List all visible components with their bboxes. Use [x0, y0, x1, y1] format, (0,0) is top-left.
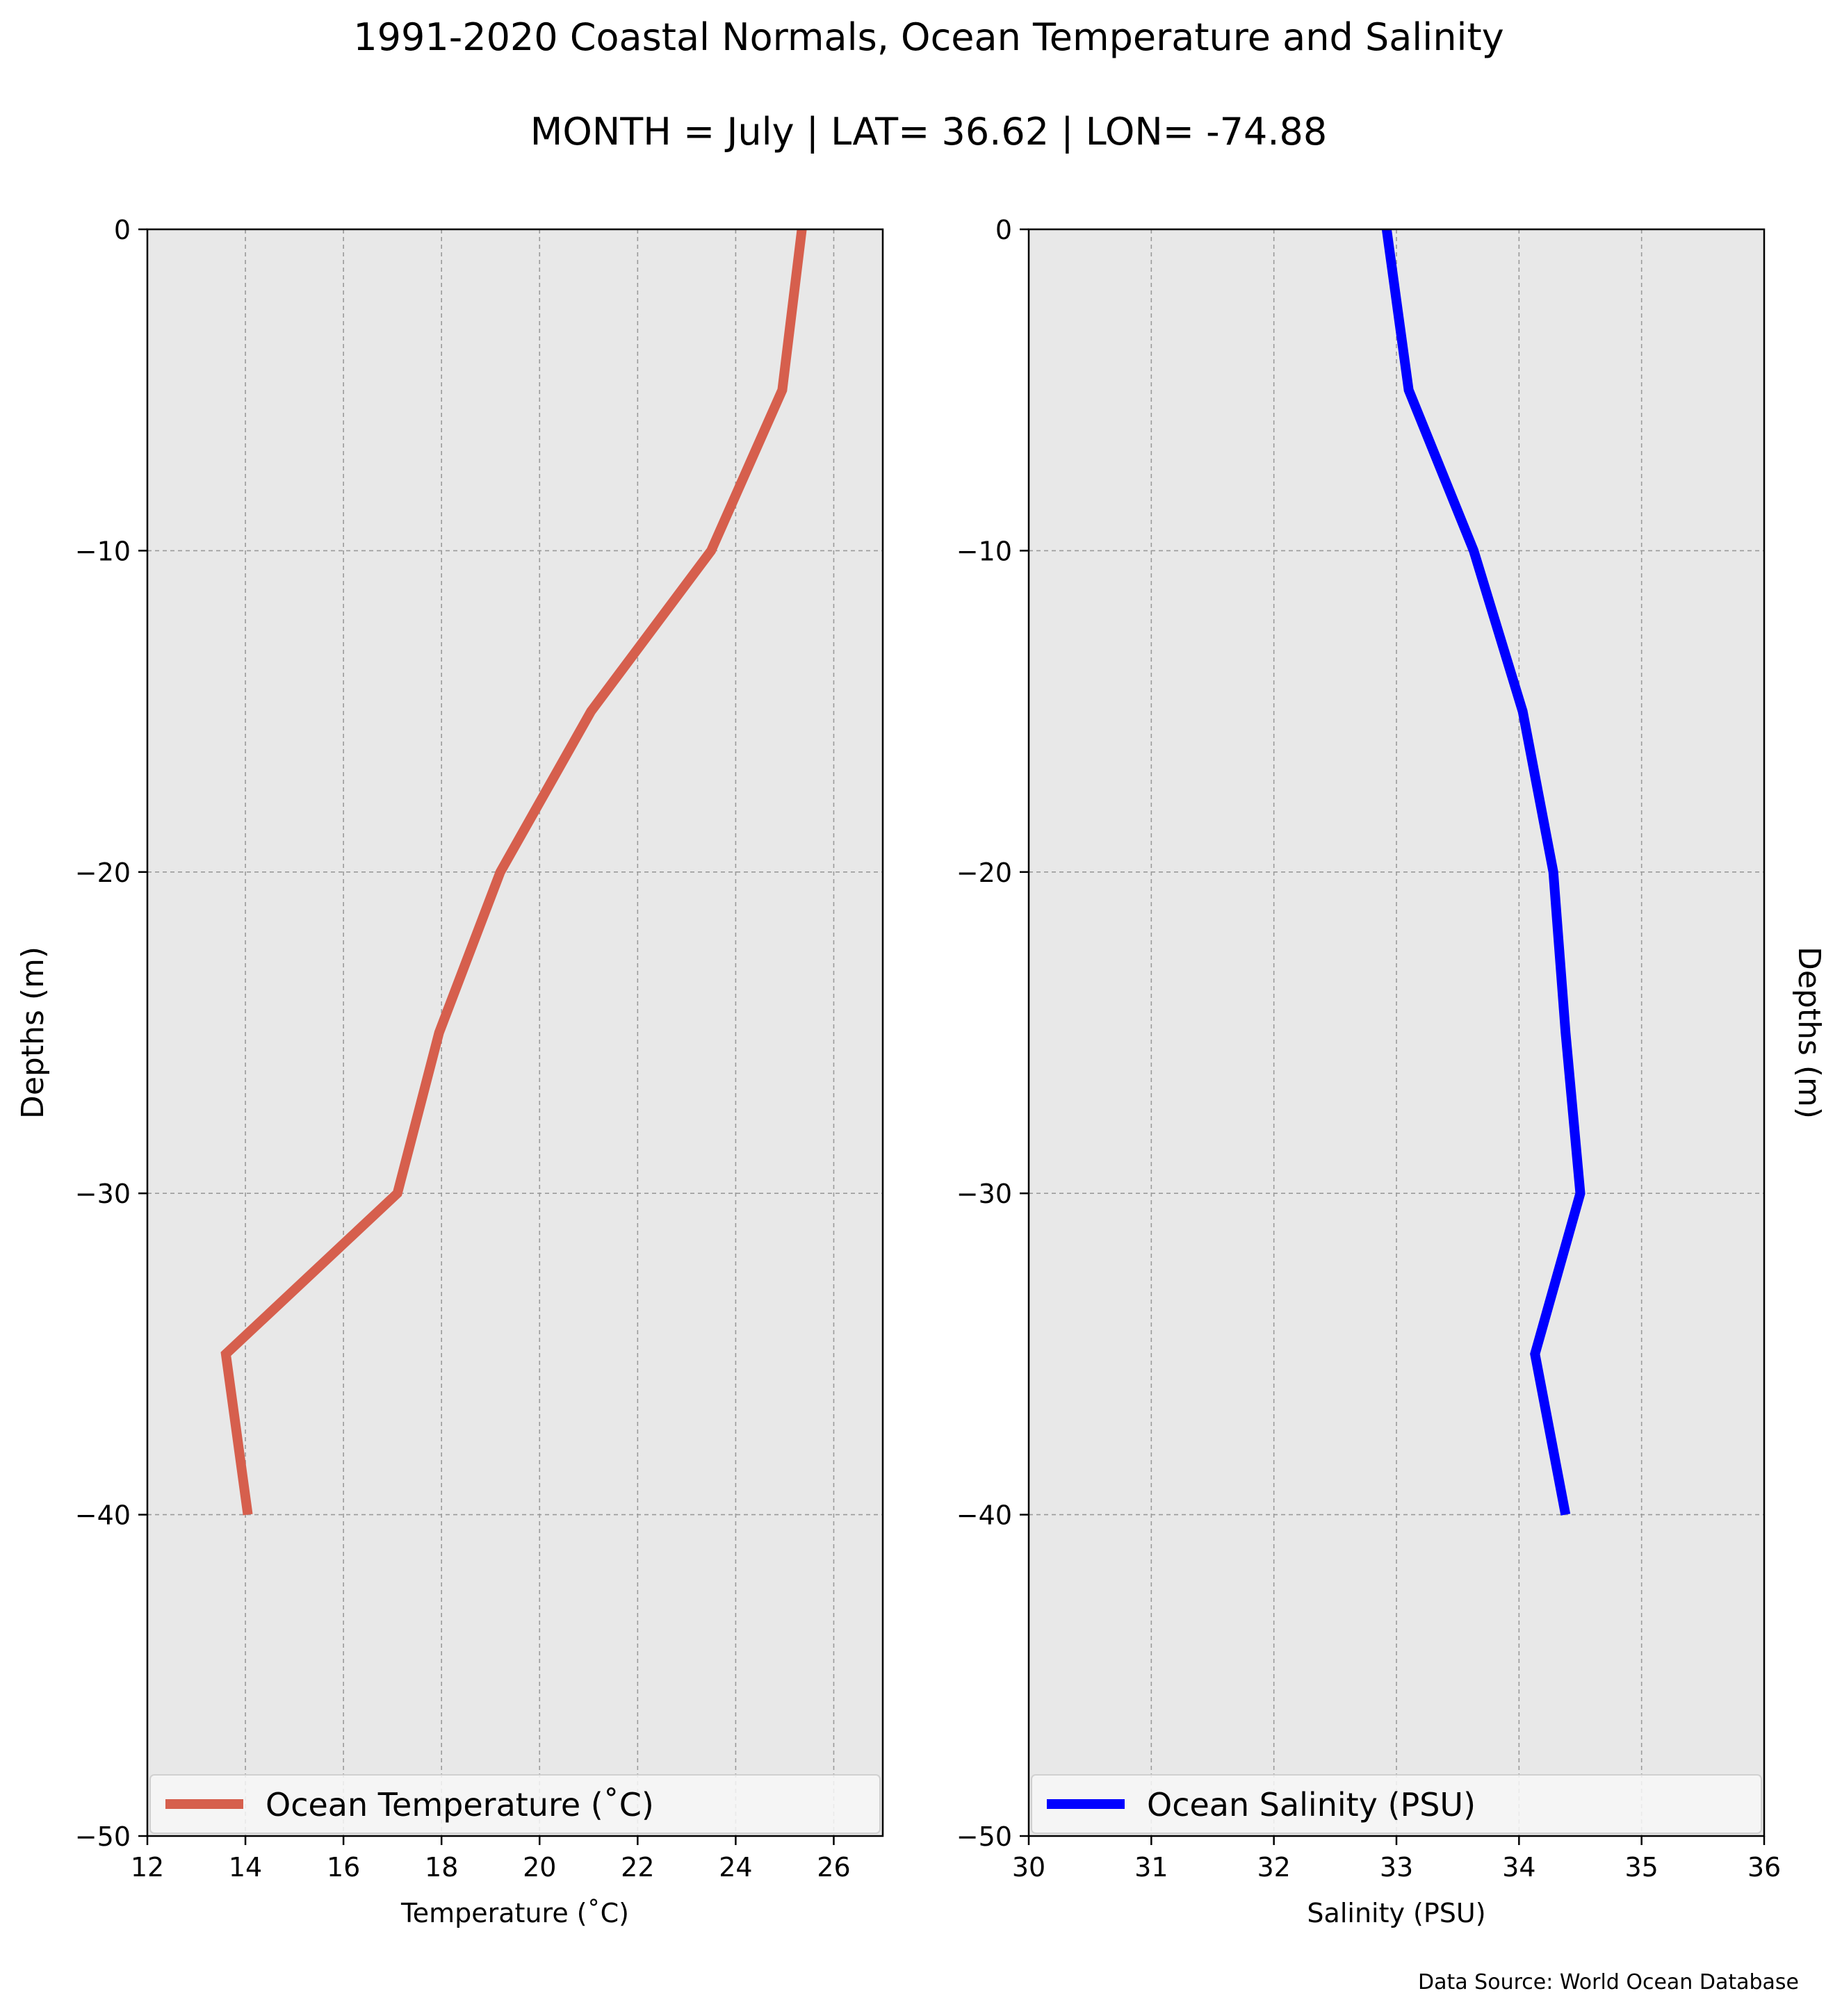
x-tick-label: 14: [229, 1852, 262, 1883]
x-tick-label: 18: [425, 1852, 458, 1883]
y-tick-label: −50: [956, 1821, 1012, 1852]
x-axis-label: Temperature (˚C): [400, 1898, 629, 1928]
series-line: [1381, 229, 1586, 1516]
x-tick-label: 26: [817, 1852, 850, 1883]
y-tick-label: −40: [956, 1500, 1012, 1531]
y-tick-label: −50: [75, 1821, 131, 1852]
y-axis-label: Depths (m): [1791, 946, 1827, 1119]
x-tick-label: 16: [327, 1852, 360, 1883]
y-tick-label: −30: [75, 1179, 131, 1209]
x-tick-label: 24: [719, 1852, 752, 1883]
x-axis-label: Salinity (PSU): [1307, 1898, 1485, 1928]
plot-area: [147, 229, 883, 1836]
x-tick-label: 31: [1134, 1852, 1168, 1883]
legend-box: [1031, 1774, 1762, 1834]
y-tick-label: −30: [956, 1179, 1012, 1209]
x-tick-label: 32: [1257, 1852, 1290, 1883]
x-tick-label: 30: [1012, 1852, 1045, 1883]
legend-box: [149, 1774, 881, 1834]
source-note: Data Source: World Ocean Database: [1418, 1970, 1799, 1994]
salinity-panel: Ocean Salinity (PSU) 30 31 32 33 34 35 36 0 −10 −2…: [956, 215, 1827, 1928]
y-tick-label: 0: [995, 215, 1012, 245]
x-tick-label: 12: [131, 1852, 164, 1883]
x-tick-label: 33: [1380, 1852, 1413, 1883]
chart-title: 1991-2020 Coastal Normals, Ocean Tempera…: [353, 15, 1503, 59]
y-tick-label: 0: [114, 215, 131, 245]
chart-subtitle: MONTH = July | LAT= 36.62 | LON= -74.88: [530, 110, 1327, 154]
legend-label: Ocean Salinity (PSU): [1147, 1786, 1476, 1824]
series-line: [220, 229, 807, 1516]
temperature-panel: Ocean Temperature (˚C) 12 14 16 18 20 22 24 26 0 −…: [15, 215, 884, 1928]
x-tick-label: 35: [1624, 1852, 1658, 1883]
y-tick-label: −20: [75, 858, 131, 888]
y-tick-label: −10: [75, 536, 131, 566]
y-axis-label: Depths (m): [15, 946, 51, 1119]
legend-label: Ocean Temperature (˚C): [266, 1786, 654, 1824]
y-tick-label: −40: [75, 1500, 131, 1531]
x-tick-label: 20: [523, 1852, 556, 1883]
x-tick-label: 36: [1747, 1852, 1781, 1883]
x-tick-label: 34: [1502, 1852, 1535, 1883]
y-tick-label: −20: [956, 858, 1012, 888]
x-tick-label: 22: [621, 1852, 654, 1883]
axes-frame: [146, 228, 884, 1837]
y-tick-label: −10: [956, 536, 1012, 566]
